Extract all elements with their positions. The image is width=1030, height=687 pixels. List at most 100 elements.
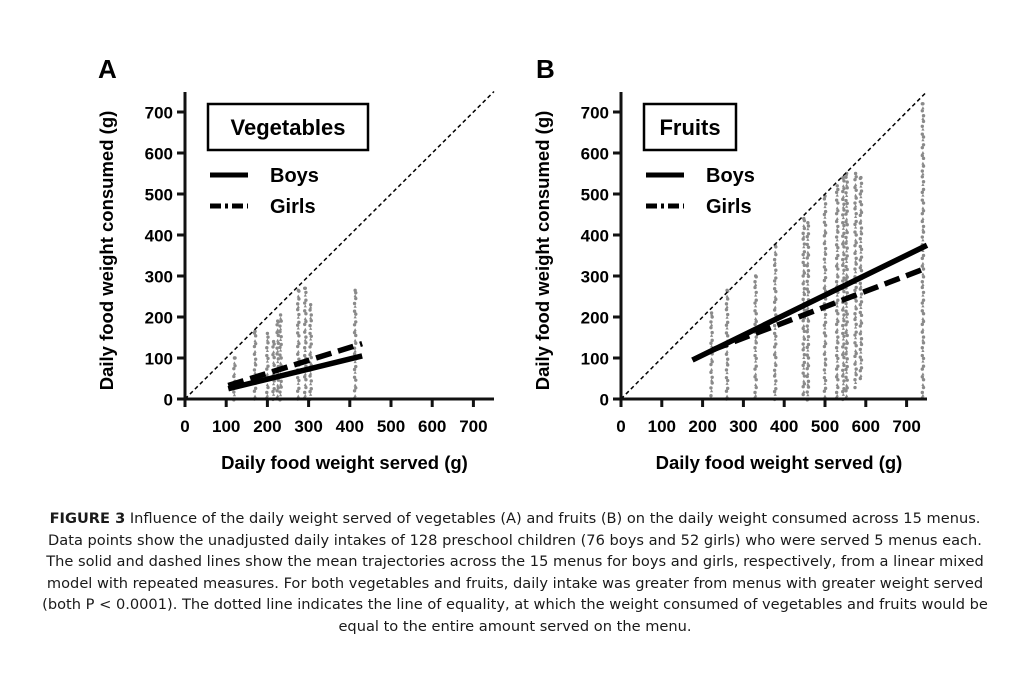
data-point bbox=[303, 309, 307, 313]
data-point bbox=[834, 346, 839, 350]
data-point bbox=[921, 293, 925, 297]
data-point bbox=[845, 201, 849, 206]
data-point bbox=[276, 328, 280, 332]
data-point bbox=[841, 184, 845, 188]
data-point bbox=[265, 393, 269, 397]
data-point bbox=[265, 372, 269, 376]
data-point bbox=[709, 323, 714, 327]
data-point bbox=[296, 344, 300, 349]
data-point bbox=[805, 242, 809, 247]
data-point bbox=[921, 298, 926, 302]
data-point bbox=[278, 345, 282, 350]
data-point bbox=[271, 389, 275, 394]
data-point bbox=[278, 324, 282, 328]
y-tick-label: 200 bbox=[581, 309, 609, 328]
x-tick-label: 700 bbox=[892, 417, 920, 436]
data-point bbox=[853, 207, 857, 211]
data-point bbox=[806, 379, 811, 384]
data-point bbox=[710, 330, 714, 335]
data-point bbox=[859, 250, 863, 254]
data-point bbox=[309, 337, 313, 341]
data-point bbox=[859, 361, 863, 365]
data-point bbox=[253, 349, 257, 353]
data-point bbox=[352, 367, 357, 372]
data-point bbox=[823, 357, 828, 361]
data-point bbox=[842, 313, 846, 317]
data-point bbox=[297, 357, 301, 361]
data-point bbox=[309, 334, 313, 338]
data-point bbox=[836, 253, 840, 258]
data-point bbox=[265, 390, 269, 395]
data-point bbox=[841, 250, 845, 254]
data-point bbox=[275, 346, 279, 350]
data-point bbox=[842, 223, 846, 228]
data-point bbox=[308, 389, 312, 394]
data-point bbox=[920, 211, 925, 216]
data-point bbox=[710, 359, 714, 364]
data-point bbox=[271, 392, 276, 396]
data-point bbox=[921, 275, 926, 279]
data-point bbox=[772, 308, 777, 312]
data-point bbox=[853, 230, 857, 234]
data-point bbox=[859, 202, 864, 207]
legend: Boys Girls bbox=[646, 165, 755, 218]
data-point bbox=[920, 153, 925, 158]
data-point bbox=[921, 253, 926, 258]
data-point bbox=[844, 346, 848, 350]
data-point bbox=[353, 383, 357, 387]
data-point bbox=[232, 390, 236, 394]
scatter-column bbox=[265, 331, 270, 400]
data-point bbox=[841, 368, 845, 372]
data-point bbox=[859, 210, 864, 215]
data-point bbox=[308, 323, 312, 328]
data-point bbox=[835, 283, 839, 287]
data-point bbox=[841, 337, 845, 341]
data-point bbox=[841, 308, 845, 312]
data-point bbox=[772, 287, 777, 291]
data-point bbox=[725, 288, 729, 293]
data-point bbox=[842, 202, 846, 206]
data-point bbox=[278, 382, 283, 386]
data-point bbox=[845, 194, 849, 198]
data-point bbox=[859, 374, 863, 378]
data-point bbox=[920, 322, 925, 327]
data-point bbox=[772, 263, 777, 268]
data-point bbox=[835, 327, 839, 331]
data-point bbox=[859, 300, 864, 304]
data-point bbox=[278, 390, 282, 394]
data-point bbox=[853, 288, 857, 293]
data-point bbox=[835, 193, 839, 197]
data-point bbox=[853, 222, 857, 227]
data-point bbox=[354, 296, 358, 301]
data-point bbox=[836, 356, 840, 361]
data-point bbox=[841, 205, 845, 209]
data-point bbox=[801, 392, 805, 397]
data-point bbox=[854, 225, 858, 229]
data-point bbox=[921, 283, 925, 287]
data-point bbox=[801, 282, 805, 286]
data-point bbox=[845, 246, 849, 250]
data-point bbox=[853, 201, 857, 205]
data-point bbox=[859, 255, 864, 259]
data-point bbox=[921, 378, 926, 382]
data-point bbox=[725, 381, 729, 385]
data-point bbox=[802, 279, 806, 283]
data-point bbox=[265, 359, 269, 363]
data-point bbox=[921, 187, 926, 192]
data-point bbox=[304, 385, 308, 390]
data-point bbox=[278, 393, 283, 397]
y-tick-label: 700 bbox=[581, 104, 609, 123]
data-point bbox=[841, 350, 845, 354]
data-point bbox=[836, 246, 840, 250]
data-point bbox=[303, 293, 307, 297]
data-point bbox=[303, 349, 307, 353]
x-tick-label: 400 bbox=[770, 417, 798, 436]
data-point bbox=[835, 372, 839, 376]
data-point bbox=[806, 224, 811, 228]
data-point bbox=[921, 393, 925, 397]
data-point bbox=[858, 310, 863, 315]
data-point bbox=[841, 360, 845, 364]
data-point bbox=[844, 330, 848, 335]
data-point bbox=[858, 303, 863, 307]
data-point bbox=[275, 389, 279, 393]
